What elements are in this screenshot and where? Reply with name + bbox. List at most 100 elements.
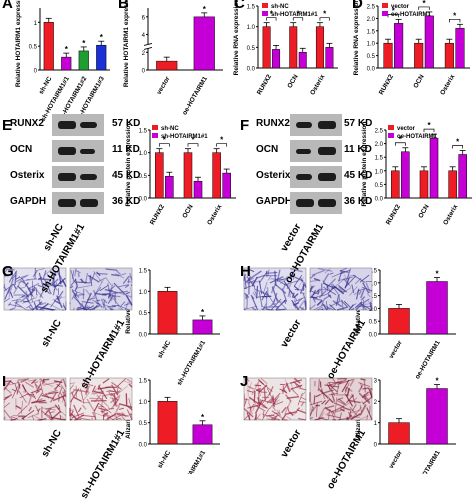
blot-f-row-ocn [290,140,342,162]
chart-f-tick-label: 1.5 [375,156,384,162]
chart-a-bar [79,51,89,70]
chart-c-tick-label: 0.0 [247,67,256,73]
chart-j-bar [389,423,410,444]
chart-i-category-label: sh-NC [157,449,173,469]
micro-j-image-1-fiber [258,402,259,406]
blot-e-band [58,121,76,129]
chart-f-legend-swatch [388,125,394,130]
blot-e-kd-osterix: 45 KD [112,170,140,181]
blot-f-row-gapdh [290,192,342,214]
chart-e-bar [165,176,173,198]
blot-e-kd-gapdh: 36 KD [112,196,140,207]
chart-d-bar [445,43,454,68]
chart-c-tick-label: 1.5 [247,5,256,11]
micro-g-image-2-fiber [97,273,108,274]
chart-h-category-label: oe-HOTAIRM1 [414,339,442,380]
chart-j-tick-label: 2 [374,400,378,406]
chart-d-bar [384,43,393,68]
micro-g-image-2-fiber [102,294,110,295]
chart-j-tick-label: 3 [374,379,378,385]
chart-i-tick-label: 0.0 [139,443,148,449]
chart-f-category-label: RUNX2 [385,203,402,226]
chart-a-ylabel: Relative HOTAIRM1 expression [15,0,22,87]
chart-f-legend-label: vector [397,126,416,132]
chart-d-bar [414,43,423,68]
chart-d-legend-label: oe-HOTAIRM1 [391,12,432,18]
blot-e-membrane [52,114,108,220]
chart-d-tick-label: 0.5 [367,54,376,60]
micro-g-image-2-fiber [109,290,113,291]
chart-f-category-label: OCN [417,203,430,219]
blot-f-kd-runx2: 57 KD [344,118,372,129]
blot-e-band [58,173,76,181]
chart-b-category-label: oe-HOTAIRM1 [181,75,209,116]
chart-b-bar [194,17,215,70]
chart-b-tick-label: 4 [142,33,146,39]
chart-f-bar [420,171,428,198]
blot-f-row-runx2 [290,114,342,136]
chart-b-tick-label: 2 [142,51,146,57]
chart-d-tick-label: 2.5 [367,5,376,11]
chart-g-tick-label: 1.5 [139,269,148,275]
chart-e-ylabel: Relative protein expression [125,122,132,207]
chart-f-bar [391,171,399,198]
panel-label-d: D [352,0,363,11]
chart-e-category-label: RUNX2 [149,203,166,226]
blot-f-band [318,147,336,155]
micro-j-image-1-fiber [266,415,274,416]
chart-e-category-label: OCN [181,203,194,219]
micro-j-image-1-fiber [254,391,255,403]
chart-c-bar [299,52,306,68]
chart-g-bar [158,291,177,334]
chart-j-bar [427,389,448,444]
chart-e-legend-swatch [152,125,158,130]
micro-h-image-2-fiber [311,297,318,298]
panel-label-h: H [240,264,251,279]
chart-a-bar [44,22,54,70]
chart-i-tick-label: 1.5 [139,379,148,385]
micro-i-image-2-fiber [70,419,71,420]
chart-g-tick-label: 0.0 [139,333,148,339]
chart-i-category-label: sh-HOTAIRM1#1 [176,449,207,474]
chart-f-ylabel: Relative protein expression [361,122,368,207]
chart-d-category-label: RUNX2 [378,73,395,96]
blot-e-band [80,122,97,128]
blot-e-row-ocn [52,140,104,162]
chart-d-legend-label: vector [391,4,410,10]
chart-j-tick-label: 0 [374,443,378,449]
micro-i-image-1-fiber [19,383,20,387]
micro-j-image-1-fiber [264,388,265,400]
blot-f-band [318,199,336,207]
chart-e-legend-label: sh-HOTAIRM1#1 [161,134,208,140]
blot-e-band [80,174,97,180]
chart-d-legend-swatch [382,11,388,16]
blot-f-band [296,149,311,154]
chart-f-tick-label: 1.0 [375,169,384,175]
chart-d-category-label: Osterix [439,73,456,96]
blot-f-protein-osterix: Osterix [256,170,290,181]
chart-f-tick-label: 0.5 [375,183,384,189]
blot-e-row-runx2 [52,114,104,136]
chart-a-bar [96,45,106,70]
chart-f-bar [430,138,438,198]
chart-c-legend-label: sh-NC [271,4,289,10]
chart-g-bar [193,320,212,334]
chart-e-tick-label: 1.5 [139,129,148,135]
chart-i-bar [193,425,212,444]
chart-d-tick-label: 0.0 [367,67,376,73]
chart-h-bar [427,282,448,334]
blot-e-band [58,147,76,155]
blot-f-kd-osterix: 45 KD [344,170,372,181]
chart-d-bar [425,16,434,68]
chart-h-tick-label: 0.0 [369,333,378,339]
blot-f-band [318,121,336,129]
chart-g-tick-label: 0.5 [139,311,148,317]
chart-e-legend-swatch [152,133,158,138]
panel-label-i: I [2,374,6,389]
chart-c-bar [290,27,297,68]
micro-g-image-2-fiber [95,300,100,301]
chart-f-legend-swatch [388,133,394,138]
chart-f-tick-label: 0.0 [375,197,384,203]
micro-i-image-2-fiber [70,410,74,411]
